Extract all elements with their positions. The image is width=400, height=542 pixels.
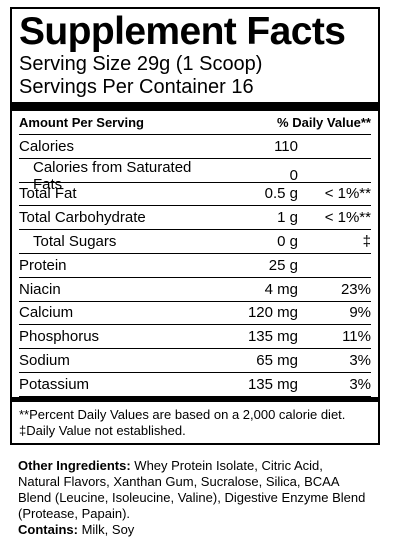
nutrient-name: Protein (19, 256, 67, 274)
other-ingredients-label: Other Ingredients: (18, 458, 131, 473)
nutrient-row-total-carbohydrate: Total Carbohydrate 1 g < 1%** (19, 206, 371, 231)
nutrient-amount: 135 mg (247, 328, 298, 346)
nutrient-amount: 0 (289, 167, 298, 185)
footnotes: **Percent Daily Values are based on a 2,… (19, 402, 371, 439)
contains: Contains: Milk, Soy (18, 522, 368, 538)
nutrient-amount: 135 mg (247, 375, 298, 393)
nutrient-row-potassium: Potassium 135 mg 3% (19, 373, 371, 397)
nutrient-amount: 0.5 g (264, 185, 298, 203)
other-ingredients: Other Ingredients: Whey Protein Isolate,… (18, 458, 368, 522)
nutrient-name: Phosphorus (19, 328, 100, 346)
serving-size: Serving Size 29g (1 Scoop) (19, 53, 263, 75)
nutrient-dv: ‡ (362, 233, 371, 251)
nutrient-name: Total Fat (19, 185, 77, 203)
nutrient-name: Total Carbohydrate (19, 209, 146, 227)
nutrient-dv: 23% (340, 280, 371, 298)
servings-per-container: Servings Per Container 16 (19, 76, 254, 98)
nutrient-row-calories: Calories 110 (19, 135, 371, 159)
nutrient-row-protein: Protein 25 g (19, 254, 371, 278)
nutrient-dv: 11% (342, 328, 371, 346)
footnote-daily-values: **Percent Daily Values are based on a 2,… (19, 406, 346, 422)
nutrient-row-niacin: Niacin 4 mg 23% (19, 278, 371, 302)
nutrient-amount: 4 mg (264, 280, 298, 298)
contains-label: Contains: (18, 522, 78, 537)
nutrient-row-sodium: Sodium 65 mg 3% (19, 349, 371, 373)
other-ingredients-text: Whey Protein Isolate, Citric Acid, Natur… (18, 458, 366, 521)
nutrient-name: Potassium (19, 375, 90, 393)
nutrient-name: Calories (19, 137, 75, 155)
nutrient-name: Sodium (19, 352, 70, 370)
nutrient-amount: 0 g (277, 233, 298, 251)
ingredients-block: Other Ingredients: Whey Protein Isolate,… (18, 458, 368, 538)
nutrient-amount: 1 g (277, 209, 298, 227)
nutrient-name: Niacin (19, 280, 61, 298)
nutrient-name: Calcium (19, 304, 74, 322)
panel-title: Supplement Facts (19, 10, 346, 53)
nutrient-row-calcium: Calcium 120 mg 9% (19, 302, 371, 326)
supplement-facts-panel: Supplement Facts Serving Size 29g (1 Sco… (10, 7, 380, 445)
nutrient-dv: 9% (349, 304, 371, 322)
nutrient-name: Total Sugars (33, 233, 117, 251)
nutrient-row-total-sugars: Total Sugars 0 g ‡ (19, 230, 371, 254)
thick-divider (12, 102, 378, 111)
nutrient-dv: 3% (349, 375, 371, 393)
nutrient-amount: 110 (274, 137, 298, 155)
nutrient-row-total-fat: Total Fat 0.5 g < 1%** (19, 183, 371, 207)
daily-value-header: % Daily Value** (277, 115, 371, 130)
nutrient-dv: < 1%** (324, 209, 371, 227)
nutrient-dv: < 1%** (324, 185, 371, 203)
bottom-thick-divider (12, 396, 378, 402)
footnote-not-established: ‡Daily Value not established. (19, 422, 186, 438)
nutrient-row-phosphorus: Phosphorus 135 mg 11% (19, 325, 371, 350)
table-header: Amount Per Serving % Daily Value** (19, 111, 371, 135)
amount-per-serving-header: Amount Per Serving (19, 115, 144, 130)
contains-text: Milk, Soy (77, 522, 135, 537)
nutrient-name: Calories from Saturated Fats (33, 158, 192, 193)
nutrient-amount: 65 mg (256, 352, 298, 370)
nutrient-row-calories-sat-fat: Calories from Saturated Fats 0 (19, 159, 371, 193)
nutrient-amount: 25 g (268, 256, 298, 274)
nutrient-amount: 120 mg (247, 304, 298, 322)
nutrient-dv: 3% (349, 352, 371, 370)
